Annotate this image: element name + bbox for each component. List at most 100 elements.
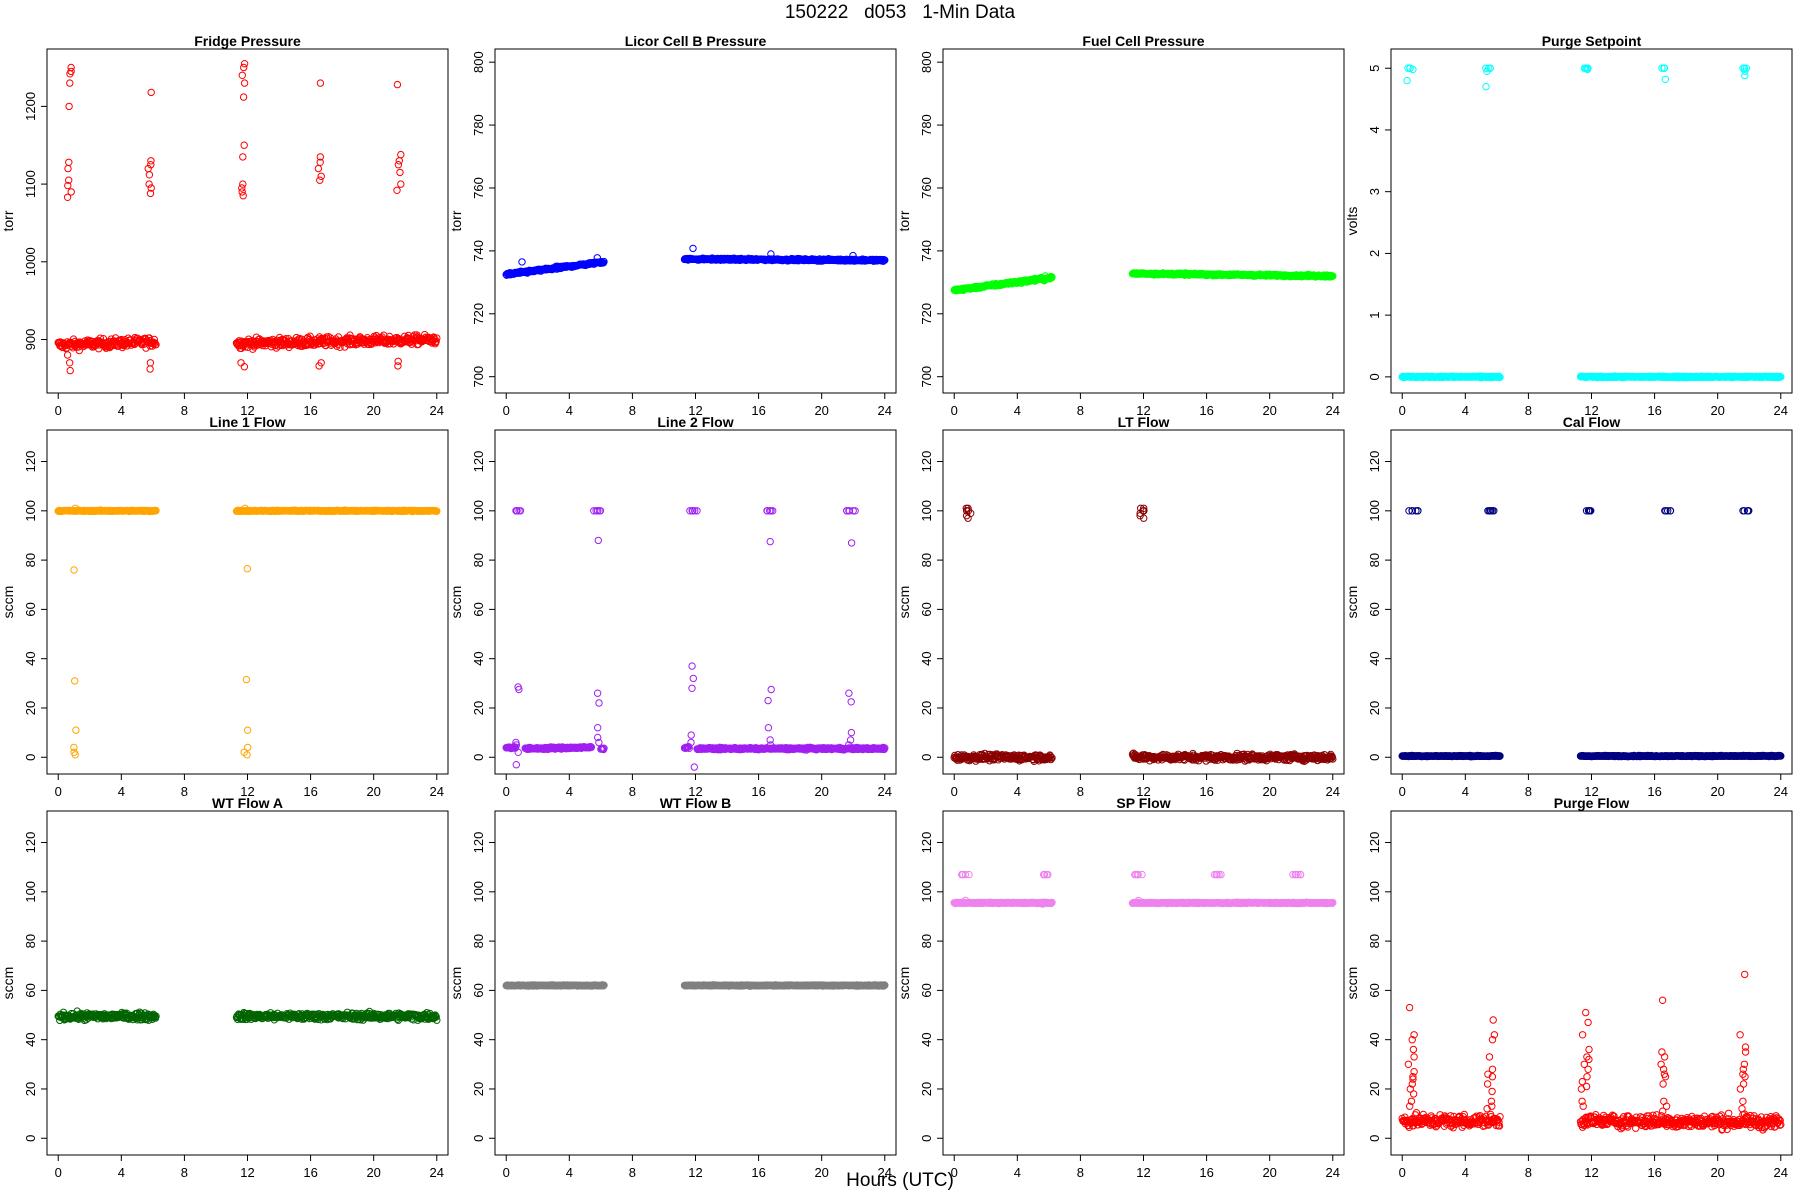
data-point [766, 736, 774, 744]
x-tick-label: 8 [1077, 403, 1084, 418]
data-point [594, 536, 602, 545]
data-series [1398, 64, 1785, 382]
y-tick-label: 100 [23, 881, 38, 903]
x-tick-label: 24 [1774, 403, 1788, 418]
x-tick-label: 12 [240, 784, 254, 799]
y-tick-label: 40 [23, 651, 38, 665]
data-point [689, 674, 697, 683]
data-point [239, 180, 247, 188]
data-point [237, 359, 245, 367]
data-point [96, 334, 105, 342]
y-axis-label: torr [896, 210, 912, 231]
y-tick-label: 40 [919, 651, 934, 665]
x-tick-label: 20 [1710, 784, 1724, 799]
data-point [394, 161, 403, 169]
y-tick-label: 800 [919, 51, 934, 73]
data-point [241, 504, 249, 512]
x-tick-label: 12 [1136, 403, 1150, 418]
data-point [433, 507, 441, 515]
data-point [593, 689, 602, 697]
data-point [1484, 507, 1492, 515]
y-tick-label: 760 [919, 177, 934, 199]
chart-title: Line 1 Flow [209, 414, 285, 430]
data-point [146, 189, 155, 198]
data-point [239, 93, 248, 101]
data-point [65, 102, 73, 111]
x-tick-label: 0 [1399, 784, 1406, 799]
data-point [66, 70, 74, 78]
data-point [316, 176, 324, 184]
x-tick-label: 8 [181, 403, 188, 418]
y-tick-label: 120 [1367, 451, 1382, 473]
y-tick-label: 740 [471, 240, 486, 262]
data-point [764, 696, 772, 705]
data-point [64, 164, 72, 173]
data-point [1496, 752, 1504, 760]
x-tick-label: 16 [303, 784, 317, 799]
x-tick-label: 4 [118, 1165, 125, 1180]
data-point [1140, 507, 1148, 515]
data-point [71, 677, 79, 685]
data-point [1777, 752, 1785, 760]
data-point [1329, 755, 1337, 763]
data-point [394, 357, 402, 365]
data-point [243, 726, 252, 734]
x-tick-label: 4 [566, 403, 573, 418]
data-point [147, 184, 155, 192]
data-point [315, 362, 323, 370]
y-tick-label: 120 [919, 451, 934, 473]
x-tick-label: 0 [503, 403, 510, 418]
y-tick-label: 80 [1367, 553, 1382, 567]
x-tick-label: 16 [751, 784, 765, 799]
x-tick-label: 0 [55, 1165, 62, 1180]
y-tick-label: 100 [1367, 500, 1382, 522]
data-point [316, 153, 324, 161]
y-tick-label: 60 [23, 602, 38, 616]
x-tick-label: 24 [430, 784, 444, 799]
y-tick-label: 0 [23, 1135, 38, 1142]
data-point [1404, 64, 1412, 72]
data-point [767, 685, 775, 694]
data-point [152, 506, 160, 515]
data-point [1409, 65, 1417, 74]
chart-title: Purge Setpoint [1542, 33, 1642, 49]
chart-title: WT Flow A [212, 795, 283, 811]
data-point [1741, 71, 1749, 80]
data-point [514, 683, 522, 691]
data-point [1482, 83, 1490, 91]
y-tick-label: 80 [23, 553, 38, 567]
x-tick-label: 16 [1199, 403, 1213, 418]
data-point [512, 741, 521, 749]
data-point [845, 507, 854, 515]
data-point [324, 333, 333, 341]
y-tick-label: 120 [471, 451, 486, 473]
data-point [693, 507, 701, 515]
y-tick-label: 4 [1367, 126, 1382, 133]
data-point [152, 341, 160, 349]
data-point [1777, 373, 1785, 381]
x-tick-label: 12 [1584, 403, 1598, 418]
chart-title: LT Flow [1118, 414, 1170, 430]
data-point [63, 338, 71, 346]
plot-frame [1390, 48, 1793, 394]
data-point [514, 748, 522, 756]
y-tick-label: 0 [1367, 754, 1382, 761]
data-point [963, 507, 971, 515]
x-tick-label: 8 [629, 784, 636, 799]
y-tick-label: 1000 [23, 247, 38, 276]
x-tick-label: 24 [1326, 784, 1340, 799]
data-point [150, 335, 159, 344]
x-tick-label: 8 [629, 403, 636, 418]
data-point [71, 751, 79, 759]
y-axis-label: sccm [896, 586, 912, 619]
y-tick-label: 720 [919, 303, 934, 325]
y-tick-label: 0 [23, 754, 38, 761]
data-point [1140, 514, 1148, 522]
data-point [769, 507, 777, 515]
data-point [849, 251, 857, 260]
